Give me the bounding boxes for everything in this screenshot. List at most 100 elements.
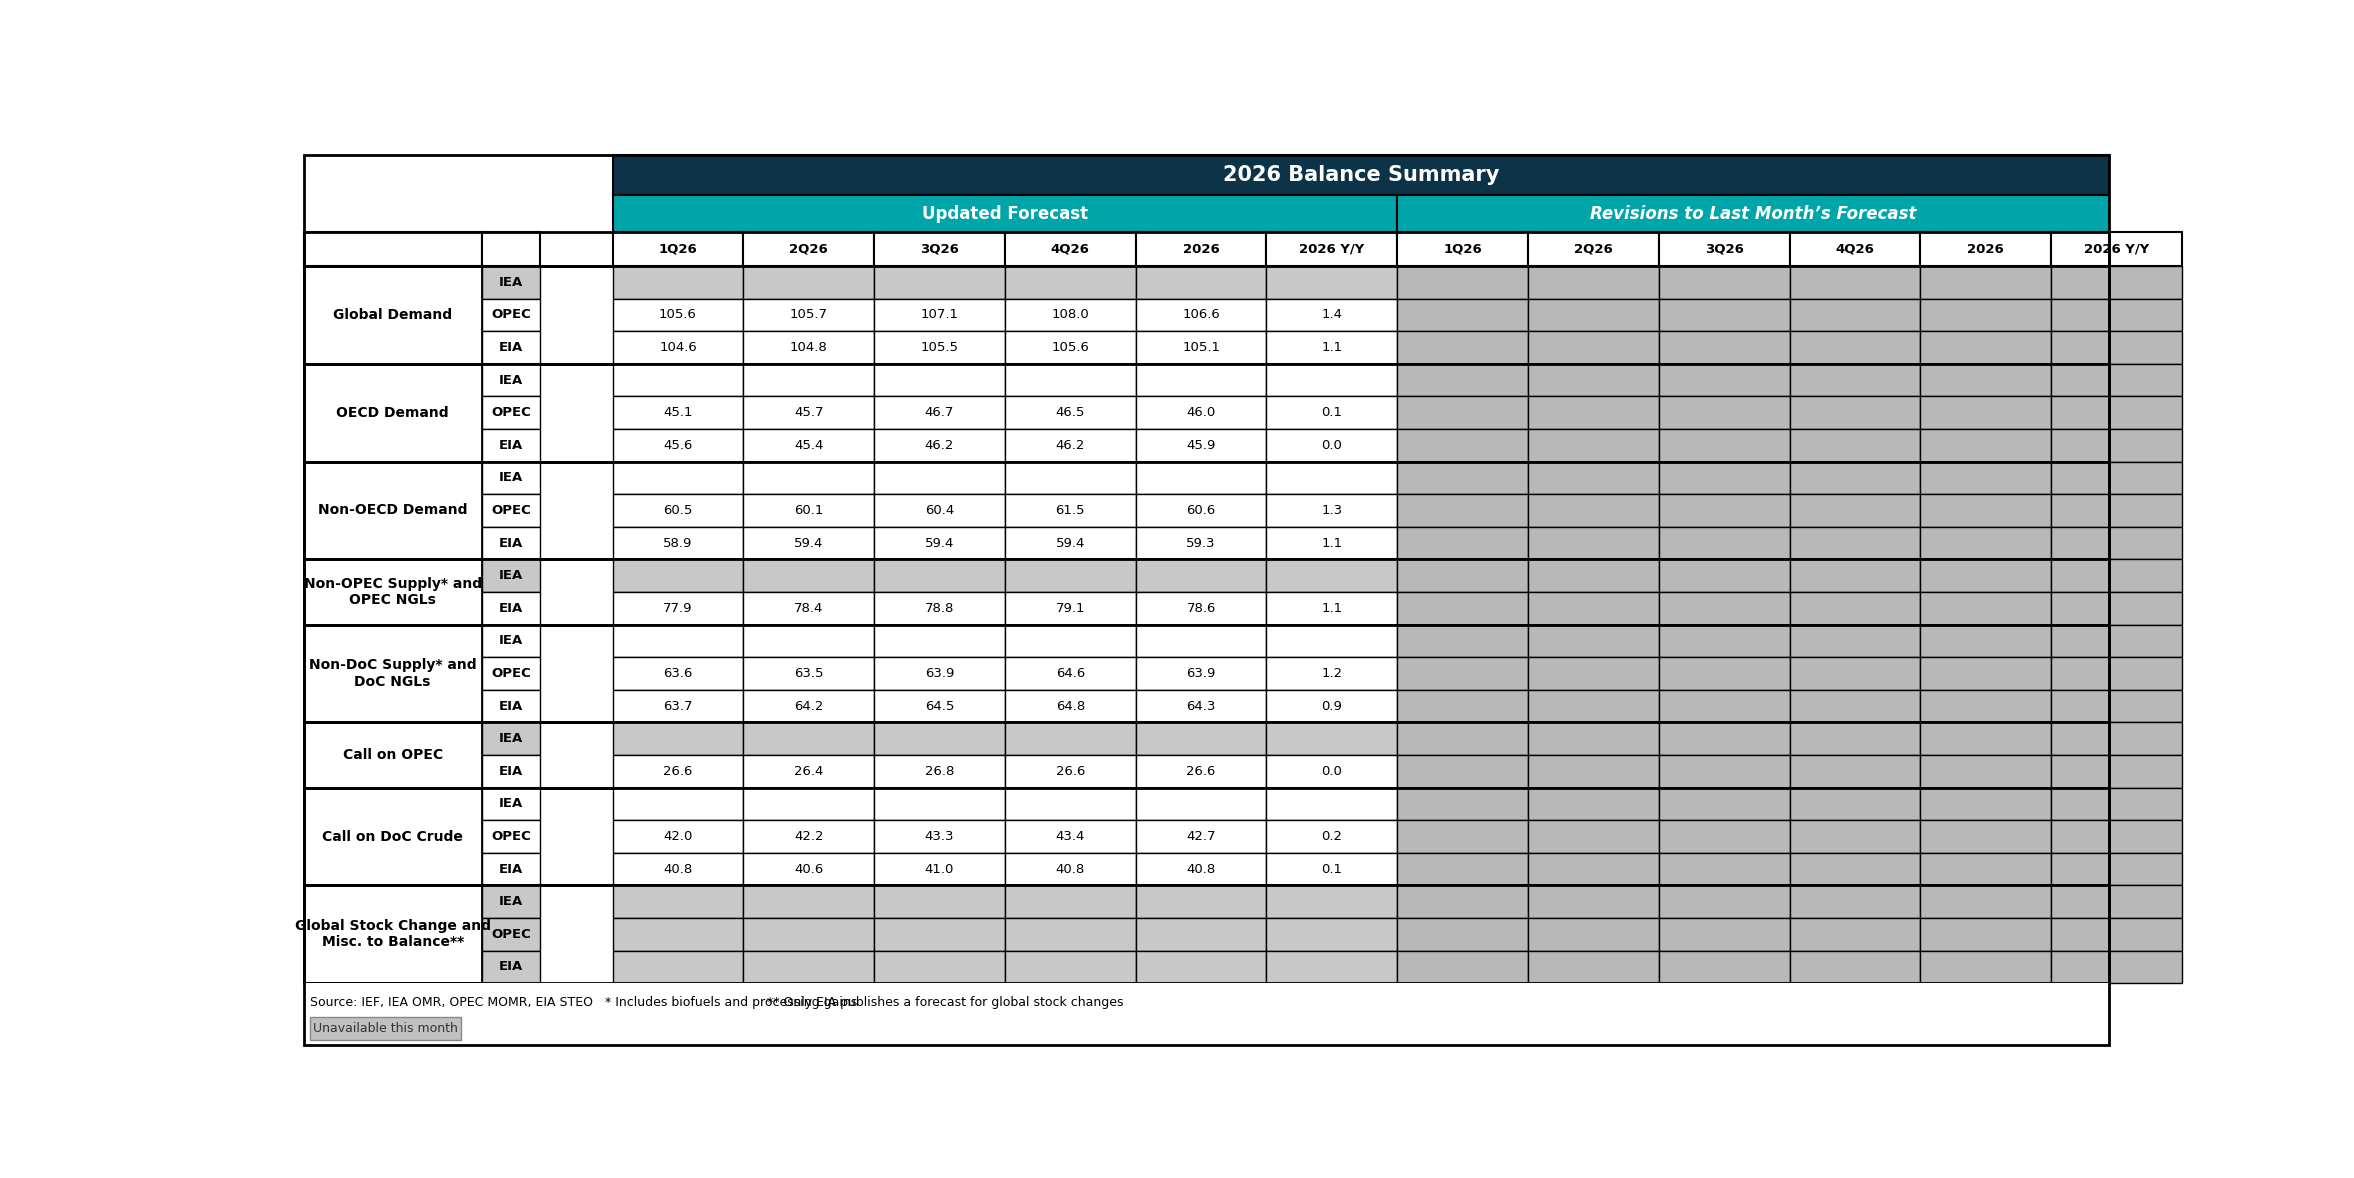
Bar <box>1528 364 1660 396</box>
Bar <box>1005 886 1135 918</box>
Text: 1Q26: 1Q26 <box>1443 243 1483 256</box>
Bar <box>873 331 1005 364</box>
Text: 60.4: 60.4 <box>925 504 953 517</box>
Bar <box>1266 788 1398 820</box>
Bar <box>612 951 744 984</box>
Bar <box>1266 331 1398 364</box>
Bar <box>1005 462 1135 494</box>
Bar <box>744 951 873 984</box>
Bar <box>1660 624 1789 657</box>
Bar <box>1005 266 1135 298</box>
Text: 64.8: 64.8 <box>1055 700 1085 713</box>
Bar <box>483 657 539 690</box>
Text: 104.8: 104.8 <box>791 340 829 353</box>
Bar <box>1660 527 1789 560</box>
Bar <box>1135 788 1266 820</box>
Bar <box>304 266 2109 364</box>
Bar <box>1789 951 1921 984</box>
Bar <box>2050 820 2182 853</box>
Text: 63.9: 63.9 <box>925 667 953 680</box>
Bar <box>1135 624 1266 657</box>
Bar <box>1005 820 1135 853</box>
Bar <box>1528 266 1660 298</box>
Bar <box>304 364 2109 462</box>
Text: 46.2: 46.2 <box>925 438 953 451</box>
Bar <box>1921 364 2050 396</box>
Bar <box>2050 429 2182 462</box>
Bar <box>1398 331 1528 364</box>
Bar <box>1660 951 1789 984</box>
Bar <box>612 918 744 951</box>
Bar <box>1398 690 1528 722</box>
Text: 45.1: 45.1 <box>664 406 692 419</box>
Bar <box>1789 820 1921 853</box>
Bar <box>1789 853 1921 886</box>
Text: 45.9: 45.9 <box>1186 438 1215 451</box>
Bar <box>612 364 744 396</box>
Bar <box>1005 918 1135 951</box>
Bar <box>304 232 483 266</box>
Bar <box>873 527 1005 560</box>
Bar <box>1528 918 1660 951</box>
Bar <box>612 429 744 462</box>
Bar <box>873 593 1005 624</box>
Bar <box>1005 527 1135 560</box>
Text: 1.1: 1.1 <box>1321 602 1342 615</box>
Bar <box>304 886 483 984</box>
Bar <box>1528 853 1660 886</box>
Text: OECD Demand: OECD Demand <box>337 405 450 419</box>
Bar <box>744 364 873 396</box>
Bar <box>2050 331 2182 364</box>
Text: 45.4: 45.4 <box>793 438 824 451</box>
Bar <box>304 722 2109 788</box>
Bar <box>304 788 483 886</box>
Text: 0.0: 0.0 <box>1321 765 1342 777</box>
Bar <box>2050 527 2182 560</box>
Bar <box>1921 462 2050 494</box>
Bar <box>1135 462 1266 494</box>
Bar <box>1660 462 1789 494</box>
Text: 4Q26: 4Q26 <box>1050 243 1090 256</box>
Bar <box>1135 429 1266 462</box>
Bar <box>744 494 873 527</box>
Bar <box>744 429 873 462</box>
Text: 2026: 2026 <box>1182 243 1219 256</box>
Bar <box>1921 853 2050 886</box>
Bar <box>1398 624 1528 657</box>
Bar <box>1528 396 1660 429</box>
Text: 108.0: 108.0 <box>1052 309 1090 322</box>
Bar <box>873 298 1005 331</box>
Bar <box>1135 527 1266 560</box>
Text: Call on DoC Crude: Call on DoC Crude <box>322 829 464 843</box>
Bar <box>873 755 1005 788</box>
Bar <box>1921 266 2050 298</box>
Bar <box>1528 298 1660 331</box>
Bar <box>1528 494 1660 527</box>
Text: 4Q26: 4Q26 <box>1836 243 1874 256</box>
Bar <box>1660 593 1789 624</box>
Bar <box>744 298 873 331</box>
Bar <box>1660 886 1789 918</box>
Bar <box>304 624 483 722</box>
Bar <box>1398 918 1528 951</box>
Text: OPEC: OPEC <box>492 406 530 419</box>
Bar <box>483 232 539 266</box>
Bar <box>1135 560 1266 593</box>
Bar <box>2050 364 2182 396</box>
Bar <box>2050 560 2182 593</box>
Bar <box>1398 788 1528 820</box>
Bar <box>1528 462 1660 494</box>
Bar <box>873 788 1005 820</box>
Bar <box>1921 396 2050 429</box>
Bar <box>612 560 744 593</box>
Text: OPEC: OPEC <box>492 830 530 843</box>
Text: 41.0: 41.0 <box>925 862 953 875</box>
Text: 2026: 2026 <box>1968 243 2003 256</box>
Text: 64.6: 64.6 <box>1055 667 1085 680</box>
Bar <box>483 690 539 722</box>
Text: IEA: IEA <box>499 373 523 386</box>
Bar <box>873 232 1005 266</box>
Bar <box>744 690 873 722</box>
Text: 63.7: 63.7 <box>664 700 692 713</box>
Bar <box>304 462 483 560</box>
